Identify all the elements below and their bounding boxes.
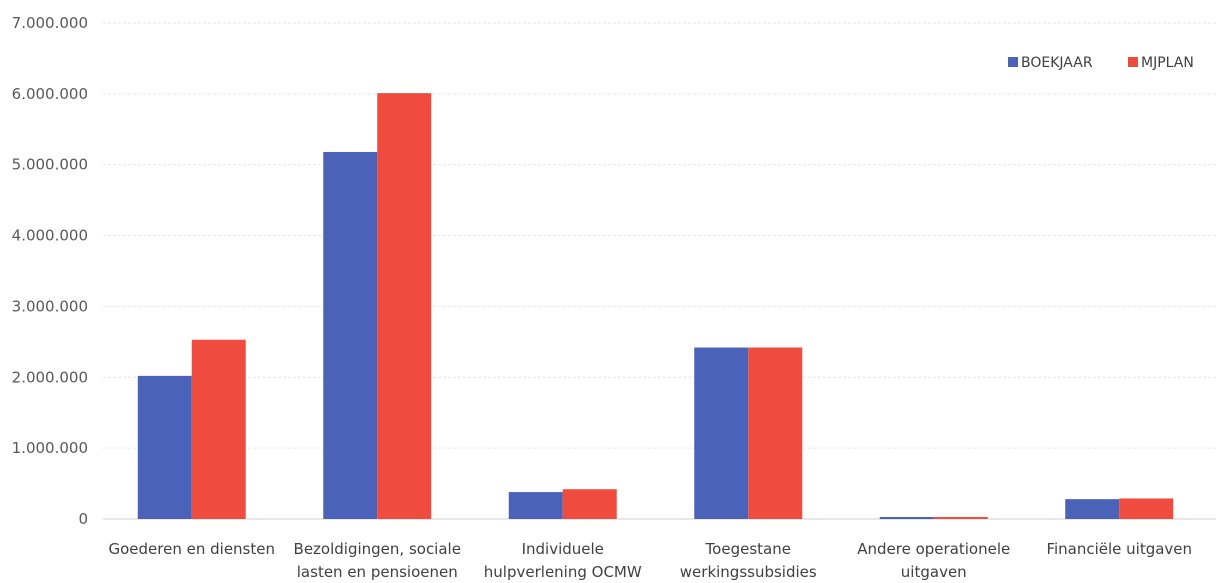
- x-tick-label: Andere operationele: [857, 540, 1010, 558]
- y-tick-label: 2.000.000: [12, 368, 88, 386]
- legend-swatch-mjplan: [1128, 57, 1138, 67]
- legend-label-mjplan: MJPLAN: [1141, 55, 1194, 71]
- bar-mjplan: [1119, 498, 1174, 519]
- bar-mjplan: [748, 347, 803, 519]
- bar-boekjaar: [1065, 499, 1120, 519]
- bar-boekjaar: [879, 517, 934, 519]
- bar-mjplan: [191, 339, 246, 519]
- x-tick-label: Bezoldigingen, sociale: [294, 540, 461, 558]
- x-tick-label: Toegestane: [705, 540, 791, 558]
- legend-swatch-boekjaar: [1008, 57, 1018, 67]
- x-tick-label: uitgaven: [901, 563, 967, 581]
- x-tick-label: Individuele: [522, 540, 604, 558]
- y-tick-label: 7.000.000: [12, 14, 88, 32]
- bar-boekjaar: [694, 347, 749, 519]
- gridlines: [103, 22, 1216, 520]
- legend: BOEKJAAR MJPLAN: [1008, 55, 1194, 71]
- bar-mjplan: [377, 93, 432, 520]
- y-tick-label: 5.000.000: [12, 156, 88, 174]
- bars: [137, 93, 1174, 520]
- bar-boekjaar: [508, 492, 563, 519]
- bar-mjplan: [562, 489, 617, 519]
- x-axis-labels: Goederen en diensten Bezoldigingen, socia…: [109, 540, 1193, 581]
- legend-label-boekjaar: BOEKJAAR: [1021, 55, 1093, 71]
- x-tick-label: hulpverlening OCMW: [484, 563, 642, 581]
- x-tick-label: Goederen en diensten: [109, 540, 275, 558]
- y-tick-label: 3.000.000: [12, 297, 88, 315]
- x-tick-label: werkingssubsidies: [680, 563, 817, 581]
- bar-boekjaar: [137, 375, 192, 519]
- y-axis-ticks: 0 1.000.000 2.000.000 3.000.000 4.000.000 5.0…: [12, 14, 88, 528]
- y-tick-label: 1.000.000: [12, 439, 88, 457]
- y-tick-label: 6.000.000: [12, 85, 88, 103]
- y-tick-label: 0: [78, 510, 88, 528]
- y-tick-label: 4.000.000: [12, 227, 88, 245]
- bar-boekjaar: [323, 151, 378, 519]
- x-tick-label: Financiële uitgaven: [1046, 540, 1192, 558]
- bar-mjplan: [933, 517, 988, 519]
- x-tick-label: lasten en pensioenen: [297, 563, 458, 581]
